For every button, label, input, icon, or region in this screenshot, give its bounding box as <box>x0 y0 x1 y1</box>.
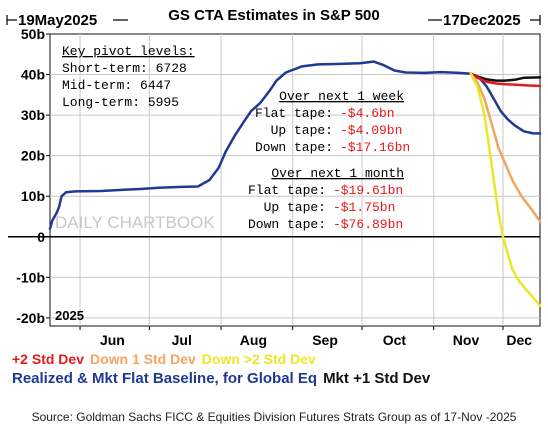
y-tick-label: 50b <box>21 26 45 42</box>
pivot-mid-term: Mid-term: 6447 <box>62 78 171 93</box>
month-flat-value: -$19.61bn <box>333 183 403 198</box>
pivot-long-term: Long-term: 5995 <box>62 95 179 110</box>
source-note: Source: Goldman Sachs FICC & Equities Di… <box>31 410 517 424</box>
x-tick-label: Nov <box>453 332 480 348</box>
series-down-2-std-dev <box>469 72 542 307</box>
legend-row-1: +2 Std Dev Down 1 Std Dev Down >2 Std Dev <box>12 351 322 367</box>
week-up-value: -$4.09bn <box>340 123 402 138</box>
week-flat-label: Flat tape: <box>255 106 333 121</box>
x-tick-label: Jun <box>100 332 125 348</box>
year-label: 2025 <box>55 308 84 323</box>
pivot-heading: Key pivot levels: <box>62 44 195 59</box>
x-tick-label: Oct <box>383 332 407 348</box>
legend-item-row2-1: Mkt +1 Std Dev <box>323 370 431 387</box>
month-down-label: Down tape: <box>248 217 326 232</box>
y-tick-label: -20b <box>16 310 45 326</box>
chart: DAILY CHARTBOOK 50b 40b 30b 20b 10b 0 -10b -20b… <box>6 7 542 348</box>
x-tick-label: Sep <box>312 332 338 348</box>
legend-item-2: Down >2 Std Dev <box>201 351 316 367</box>
gridlines <box>50 34 540 326</box>
month-up-label: Up tape: <box>264 200 326 215</box>
next-week-box: Over next 1 week Flat tape: -$4.6bn Up t… <box>255 89 410 155</box>
y-tick-label: 20b <box>21 148 45 164</box>
x-tick-label: Dec <box>506 332 532 348</box>
x-tick-label: Aug <box>240 332 267 348</box>
pivot-short-term: Short-term: 6728 <box>62 61 187 76</box>
legend-item-row2-0: Realized & Mkt Flat Baseline, for Global… <box>12 370 318 387</box>
week-down-label: Down tape: <box>255 140 333 155</box>
next-month-box: Over next 1 month Flat tape: -$19.61bn U… <box>248 166 404 232</box>
y-tick-label: -10b <box>16 269 45 285</box>
series-lines <box>48 60 542 307</box>
series-realized-mkt-flat-baseline-for-global-eq <box>48 60 542 230</box>
week-down-value: -$17.16bn <box>340 140 410 155</box>
legend-item-1: Down 1 Std Dev <box>89 351 196 367</box>
legend-row-2: Realized & Mkt Flat Baseline, for Global… <box>12 370 436 387</box>
y-tick-label: 30b <box>21 107 45 123</box>
watermark: DAILY CHARTBOOK <box>55 213 215 232</box>
pivot-levels-box: Key pivot levels: Short-term: 6728 Mid-t… <box>62 44 195 110</box>
week-up-label: Up tape: <box>271 123 333 138</box>
start-date-label: 19May2025 <box>18 12 97 29</box>
y-tick-label: 10b <box>21 188 45 204</box>
legend-item-0: +2 Std Dev <box>12 351 84 367</box>
month-down-value: -$76.89bn <box>333 217 403 232</box>
start-date-marker: 19May2025 <box>6 12 128 29</box>
end-date-label: 17Dec2025 <box>443 12 521 29</box>
month-heading: Over next 1 month <box>271 166 404 181</box>
x-tick-label: Jul <box>172 332 192 348</box>
y-axis: 50b 40b 30b 20b 10b 0 -10b -20b <box>16 26 50 326</box>
month-flat-label: Flat tape: <box>248 183 326 198</box>
week-heading: Over next 1 week <box>279 89 404 104</box>
month-up-value: -$1.75bn <box>333 200 395 215</box>
series-mkt-1-std-dev <box>469 72 542 82</box>
week-flat-value: -$4.6bn <box>340 106 395 121</box>
y-tick-label: 40b <box>21 67 45 83</box>
series-2-std-dev <box>469 72 542 88</box>
end-date-marker: 17Dec2025 <box>428 12 541 29</box>
x-axis: Jun Jul Aug Sep Oct Nov Dec <box>79 326 532 348</box>
series-down-1-std-dev <box>469 72 542 223</box>
chart-title: GS CTA Estimates in S&P 500 <box>168 7 379 24</box>
y-tick-label: 0 <box>37 229 45 245</box>
